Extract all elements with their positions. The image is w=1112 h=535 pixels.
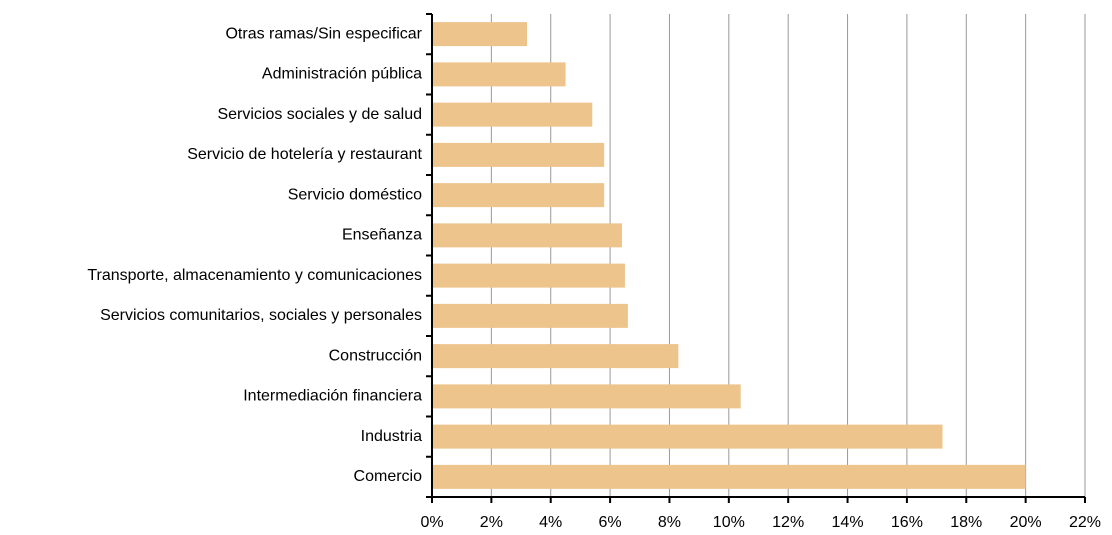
bar — [432, 424, 943, 449]
y-tick-label: Industria — [361, 428, 422, 445]
x-tick-label: 8% — [658, 514, 681, 531]
bar — [432, 384, 741, 409]
y-tick-label: Servicios sociales y de salud — [217, 106, 422, 123]
x-tick-label: 2% — [480, 514, 503, 531]
y-tick-label: Servicio doméstico — [288, 186, 422, 203]
bar — [432, 344, 679, 369]
bar — [432, 303, 628, 328]
x-tick-label: 18% — [950, 514, 982, 531]
y-tick-label: Comercio — [354, 468, 423, 485]
x-tick-label: 12% — [772, 514, 804, 531]
y-tick-label: Servicios comunitarios, sociales y perso… — [100, 307, 422, 324]
y-tick-label: Servicio de hotelería y restaurant — [187, 146, 422, 163]
bar — [432, 62, 566, 87]
x-tick-label: 4% — [539, 514, 562, 531]
bar — [432, 223, 622, 248]
y-tick-label: Administración pública — [262, 66, 422, 83]
x-tick-label: 6% — [599, 514, 622, 531]
y-tick-label: Intermediación financiera — [243, 388, 422, 405]
bar — [432, 183, 605, 208]
x-tick-label: 0% — [420, 514, 443, 531]
y-tick-label: Enseñanza — [342, 227, 422, 244]
x-tick-label: 14% — [832, 514, 864, 531]
bar — [432, 22, 527, 47]
x-tick-label: 16% — [891, 514, 923, 531]
x-tick-label: 22% — [1069, 514, 1101, 531]
bar — [432, 102, 593, 127]
bar — [432, 263, 625, 288]
bar — [432, 464, 1026, 489]
bar — [432, 142, 605, 167]
y-tick-label: Construcción — [329, 347, 422, 364]
x-tick-label: 10% — [713, 514, 745, 531]
x-tick-label: 20% — [1010, 514, 1042, 531]
y-tick-label: Transporte, almacenamiento y comunicacio… — [87, 267, 422, 284]
y-tick-label: Otras ramas/Sin especificar — [225, 25, 422, 42]
